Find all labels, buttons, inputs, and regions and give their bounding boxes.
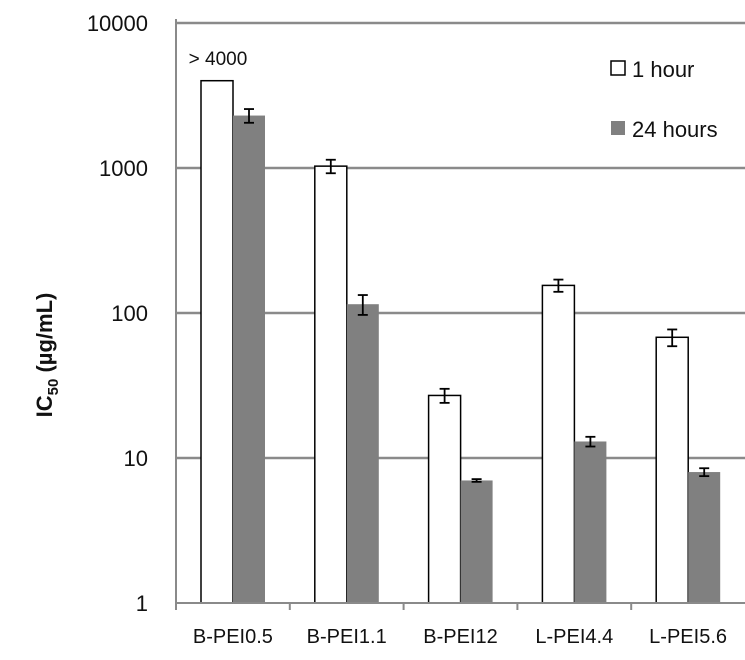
bar-1-hour-b-pei1-1 [314,165,348,604]
bar-24-hours-b-pei0-5 [233,115,265,603]
y-axis-label-rest: (µg/mL) [32,293,57,379]
bars [200,79,721,604]
error-bars [244,108,710,483]
legend-label-24-hours: 24 hours [632,117,718,142]
error-bar-24-hours-b-pei12 [471,478,482,483]
y-tick-labels: 1 10 100 1000 10000 [87,11,148,616]
y-axis-label-sub: 50 [45,379,62,396]
error-bar-24-hours-b-pei1-1 [357,294,368,316]
x-category-labels: B-PEI0.5 B-PEI1.1 B-PEI12 L-PEI4.4 L-PEI5.6 [193,626,727,648]
axes [175,19,745,610]
error-bar-1-hour-l-pei5-6 [667,328,678,348]
legend-swatch-24-hours [611,121,625,135]
bar-1-hour-l-pei5-6 [655,336,689,604]
bar-1-hour-b-pei0-5 [200,79,234,604]
legend: 1 hour 24 hours [610,57,718,142]
y-tick-label-10000: 10000 [87,11,148,36]
y-tick-label-100: 100 [111,301,148,326]
x-category-label-l-pei4-4: L-PEI4.4 [535,626,613,648]
bar-24-hours-b-pei1-1 [346,304,379,603]
y-axis-label: IC50 (µg/mL) [32,293,62,418]
x-category-label-b-pei1-1: B-PEI1.1 [307,626,387,648]
error-bar-1-hour-b-pei12 [439,387,450,404]
bar-24-hours-l-pei5-6 [688,472,721,603]
bar-1-hour-l-pei4-4 [541,284,576,604]
annotation-over-4000: > 4000 [189,49,248,70]
y-axis-label-main: IC [32,395,57,417]
bar-24-hours-b-pei12 [460,480,493,603]
error-bar-1-hour-b-pei1-1 [325,158,336,175]
error-bar-24-hours-l-pei5-6 [699,467,710,478]
y-tick-label-1: 1 [136,591,148,616]
error-bar-1-hour-l-pei4-4 [553,278,564,293]
y-tick-label-10: 10 [124,446,148,471]
x-category-label-b-pei12: B-PEI12 [423,626,497,648]
bar-24-hours-l-pei4-4 [574,441,607,603]
y-tick-label-1000: 1000 [99,156,148,181]
legend-label-1-hour: 1 hour [632,57,694,82]
x-category-label-b-pei0-5: B-PEI0.5 [193,626,273,648]
legend-swatch-1-hour [610,60,626,76]
x-category-label-l-pei5-6: L-PEI5.6 [649,626,727,648]
error-bar-24-hours-l-pei4-4 [585,435,596,448]
bar-1-hour-b-pei12 [427,394,462,604]
error-bar-24-hours-b-pei0-5 [244,108,254,124]
